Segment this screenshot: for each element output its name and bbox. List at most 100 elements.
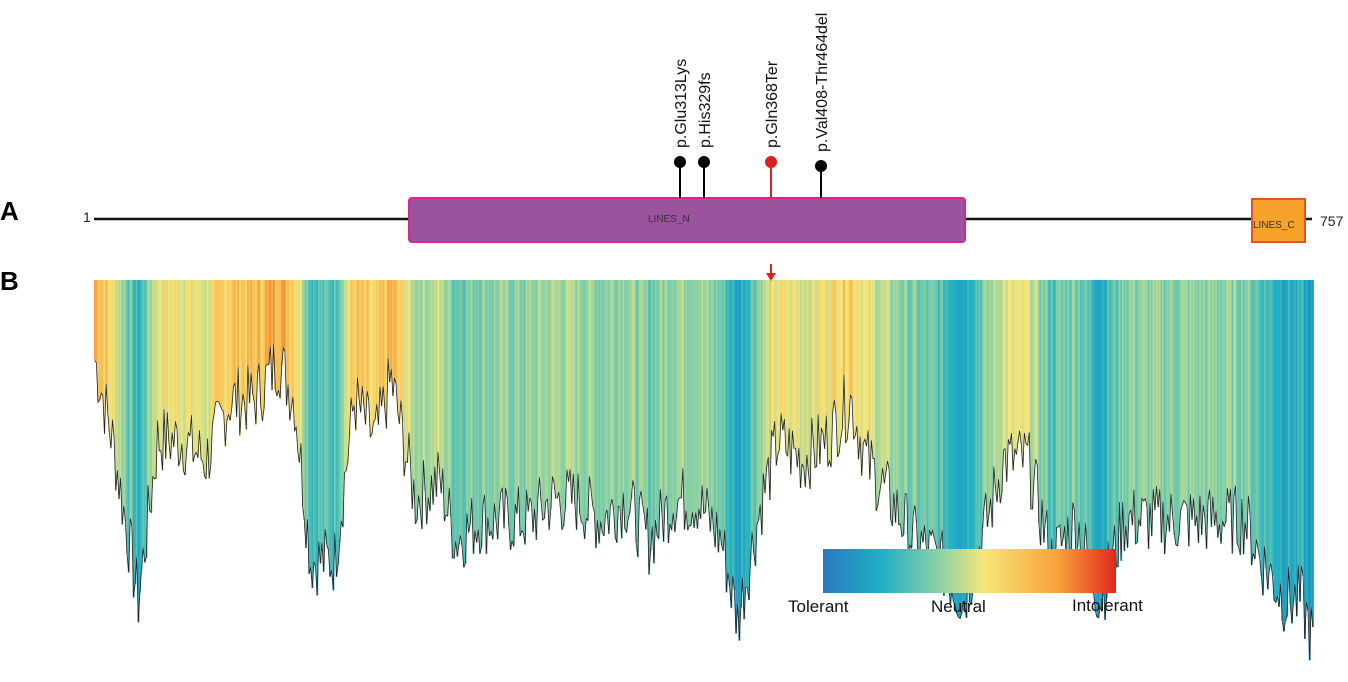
residue-stripe	[722, 280, 725, 551]
residue-stripe	[234, 280, 237, 383]
residue-stripe	[113, 280, 116, 439]
residue-stripe	[148, 280, 151, 511]
residue-stripe	[812, 280, 815, 442]
residue-stripe	[240, 280, 243, 411]
residue-stripe	[295, 280, 298, 427]
residue-stripe	[466, 280, 469, 514]
residue-stripe	[1004, 280, 1007, 449]
residue-stripe	[553, 280, 556, 483]
residue-stripe	[843, 280, 846, 375]
residue-stripe	[970, 280, 973, 605]
residue-stripe	[421, 280, 423, 530]
residue-stripe	[1291, 280, 1293, 624]
residue-stripe	[195, 280, 198, 453]
residue-stripe	[585, 280, 588, 519]
residue-stripe	[288, 280, 291, 421]
residue-stripe	[757, 280, 760, 521]
residue-stripe	[1273, 280, 1276, 601]
residue-stripe	[268, 280, 270, 365]
residue-stripe	[108, 280, 111, 432]
protein-end-label: 757	[1320, 213, 1344, 229]
residue-stripe	[264, 280, 267, 367]
variant-dot	[815, 160, 827, 172]
residue-stripe	[669, 280, 672, 524]
residue-stripe	[699, 280, 702, 519]
residue-stripe	[543, 280, 546, 519]
residue-stripe	[124, 280, 127, 521]
residue-stripe	[1109, 280, 1111, 579]
residue-stripe	[255, 280, 258, 425]
residue-stripe	[123, 280, 125, 506]
landscape-stripes	[94, 280, 1314, 661]
residue-stripe	[160, 280, 162, 451]
residue-stripe	[674, 280, 676, 532]
residue-stripe	[1254, 280, 1256, 560]
residue-stripe	[1299, 280, 1302, 602]
residue-stripe	[285, 280, 288, 406]
domain-lines-n-label: LINES_N	[648, 214, 690, 225]
residue-stripe	[493, 280, 496, 504]
residue-stripe	[300, 280, 303, 444]
residue-stripe	[177, 280, 180, 467]
residue-stripe	[549, 280, 552, 510]
residue-stripe	[1226, 280, 1229, 489]
residue-stripe	[530, 280, 533, 503]
residue-stripe	[437, 280, 440, 452]
residue-stripe	[229, 280, 232, 421]
residue-stripe	[126, 280, 129, 554]
residue-stripe	[765, 280, 768, 468]
residue-stripe	[814, 280, 817, 468]
residue-stripe	[332, 280, 335, 591]
residue-stripe	[545, 280, 548, 502]
residue-stripe	[562, 280, 565, 526]
residue-stripe	[1200, 280, 1203, 535]
residue-stripe	[612, 280, 615, 510]
residue-stripe	[1168, 280, 1171, 532]
residue-stripe	[1167, 280, 1169, 515]
residue-stripe	[1210, 280, 1213, 527]
residue-stripe	[292, 280, 295, 397]
residue-stripe	[1208, 280, 1211, 490]
residue-stripe	[145, 280, 148, 558]
residue-stripe	[1049, 280, 1052, 575]
residue-stripe	[100, 280, 103, 394]
residue-stripe	[1234, 280, 1237, 486]
residue-stripe	[200, 280, 203, 460]
residue-stripe	[1033, 280, 1036, 477]
residue-stripe	[205, 280, 208, 479]
residue-stripe	[1120, 280, 1123, 561]
residue-stripe	[253, 280, 256, 403]
residue-stripe	[1229, 280, 1232, 489]
residue-stripe	[736, 280, 739, 604]
residue-stripe	[118, 280, 121, 500]
residue-stripe	[230, 280, 233, 408]
residue-stripe	[224, 280, 227, 447]
residue-stripe	[419, 280, 422, 510]
residue-stripe	[624, 280, 626, 529]
residue-stripe	[1073, 280, 1076, 511]
residue-stripe	[222, 280, 225, 413]
residue-stripe	[1139, 280, 1142, 527]
residue-stripe	[485, 280, 488, 554]
residue-stripe	[922, 280, 925, 543]
residue-stripe	[883, 280, 886, 484]
residue-stripe	[375, 280, 378, 405]
residue-stripe	[189, 280, 191, 437]
residue-stripe	[384, 280, 386, 409]
residue-stripe	[164, 280, 167, 459]
residue-stripe	[110, 280, 113, 449]
residue-stripe	[197, 280, 200, 458]
residue-stripe	[656, 280, 659, 536]
residue-stripe	[910, 280, 913, 549]
residue-stripe	[1121, 280, 1124, 502]
residue-stripe	[984, 280, 987, 493]
variant-label: p.Glu313Lys	[673, 59, 690, 148]
residue-stripe	[453, 280, 456, 559]
residue-stripe	[1181, 280, 1184, 505]
residue-stripe	[904, 280, 907, 494]
variant-dot	[674, 156, 686, 168]
residue-stripe	[377, 280, 380, 425]
residue-stripe	[915, 280, 918, 523]
residue-stripe	[329, 280, 332, 577]
residue-stripe	[1028, 280, 1031, 433]
